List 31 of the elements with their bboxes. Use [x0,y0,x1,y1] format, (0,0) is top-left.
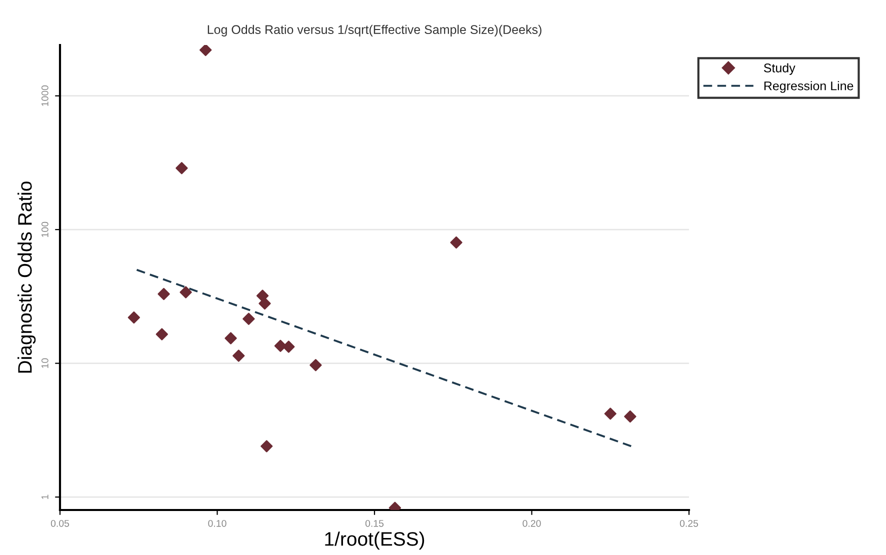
y-tick-label: 10 [41,358,48,368]
point [282,340,295,353]
point [156,328,168,340]
point [604,408,616,420]
point [624,410,636,423]
point [176,162,188,174]
point [128,311,140,324]
y-tick-label: 1000 [41,85,48,106]
y-axis-title: Diagnostic Odds Ratio [18,182,36,373]
x-tick-label: 0.25 [680,520,698,527]
point [450,236,462,249]
chart-title: Log Odds Ratio versus 1/sqrt(Effective Sample Size)(Deeks) [208,24,542,36]
x-tick-label: 0.15 [365,520,384,527]
y-tick-label: 100 [41,222,48,237]
x-axis-title: 1/root(ESS) [325,532,424,550]
x-tick-label: 0.05 [50,520,70,527]
point [180,286,192,298]
point [242,312,255,325]
legend-label: Study [764,63,796,75]
x-tick-label: 0.10 [208,520,226,527]
x-tick-label: 0.20 [522,520,541,527]
legend-label: Regression Line [764,81,854,93]
point [158,288,170,300]
point [232,350,245,362]
point [260,440,273,452]
point [200,45,212,56]
point [310,359,322,372]
y-tick-label: 1 [42,494,48,499]
point [256,290,269,302]
point [224,332,237,344]
point [258,297,271,310]
